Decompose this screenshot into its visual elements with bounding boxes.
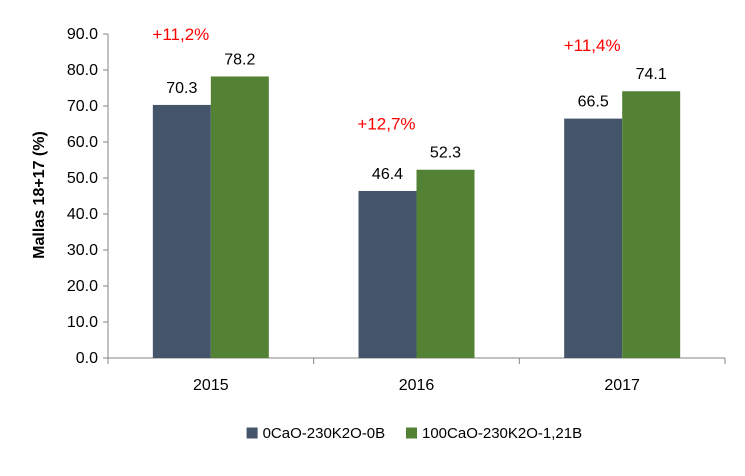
x-axis: 2015 2016 2017 <box>107 357 726 394</box>
y-axis-title: Mallas 18+17 (%) <box>31 131 48 259</box>
annotations: +11,2% +12,7% +11,4% <box>152 25 620 134</box>
y-tick-label: 40.0 <box>67 206 98 223</box>
bar <box>358 190 417 358</box>
y-tick-label: 50.0 <box>67 170 98 187</box>
bar <box>210 76 269 358</box>
bar <box>564 118 623 358</box>
y-tick-label: 0.0 <box>76 350 98 367</box>
percent-increase-annotation: +11,2% <box>152 25 209 44</box>
percent-increase-annotation: +11,4% <box>564 36 621 55</box>
bar-value-label: 78.2 <box>224 51 255 68</box>
y-axis: 0.0 10.0 20.0 30.0 40.0 50.0 60.0 70.0 80.0 90.0 <box>67 26 109 367</box>
y-tick-label: 10.0 <box>67 314 98 331</box>
x-tick-label: 2016 <box>399 377 435 394</box>
bar-value-label: 74.1 <box>636 66 667 83</box>
y-tick-label: 20.0 <box>67 278 98 295</box>
legend-swatch <box>406 427 417 439</box>
y-tick-label: 60.0 <box>67 134 98 151</box>
data-labels: 70.3 78.2 46.4 52.3 66.5 74.1 <box>166 51 667 182</box>
legend: 0CaO-230K2O-0B 100CaO-230K2O-1,21B <box>246 425 582 442</box>
bar <box>416 169 475 358</box>
bars <box>152 76 681 359</box>
y-tick-label: 90.0 <box>67 26 98 43</box>
bar <box>622 91 681 359</box>
legend-label: 100CaO-230K2O-1,21B <box>422 425 582 442</box>
bar-value-label: 70.3 <box>166 80 197 97</box>
y-tick-label: 30.0 <box>67 242 98 259</box>
bar-value-label: 46.4 <box>372 166 403 183</box>
bar <box>152 104 211 358</box>
percent-increase-annotation: +12,7% <box>357 115 415 134</box>
y-tick-label: 80.0 <box>67 62 98 79</box>
x-tick-label: 2015 <box>193 377 229 394</box>
legend-label: 0CaO-230K2O-0B <box>263 425 386 442</box>
x-tick-label: 2017 <box>604 377 640 394</box>
bar-value-label: 66.5 <box>578 94 609 111</box>
legend-swatch <box>246 427 258 439</box>
bar-value-label: 52.3 <box>430 145 461 162</box>
y-tick-label: 70.0 <box>67 98 98 115</box>
